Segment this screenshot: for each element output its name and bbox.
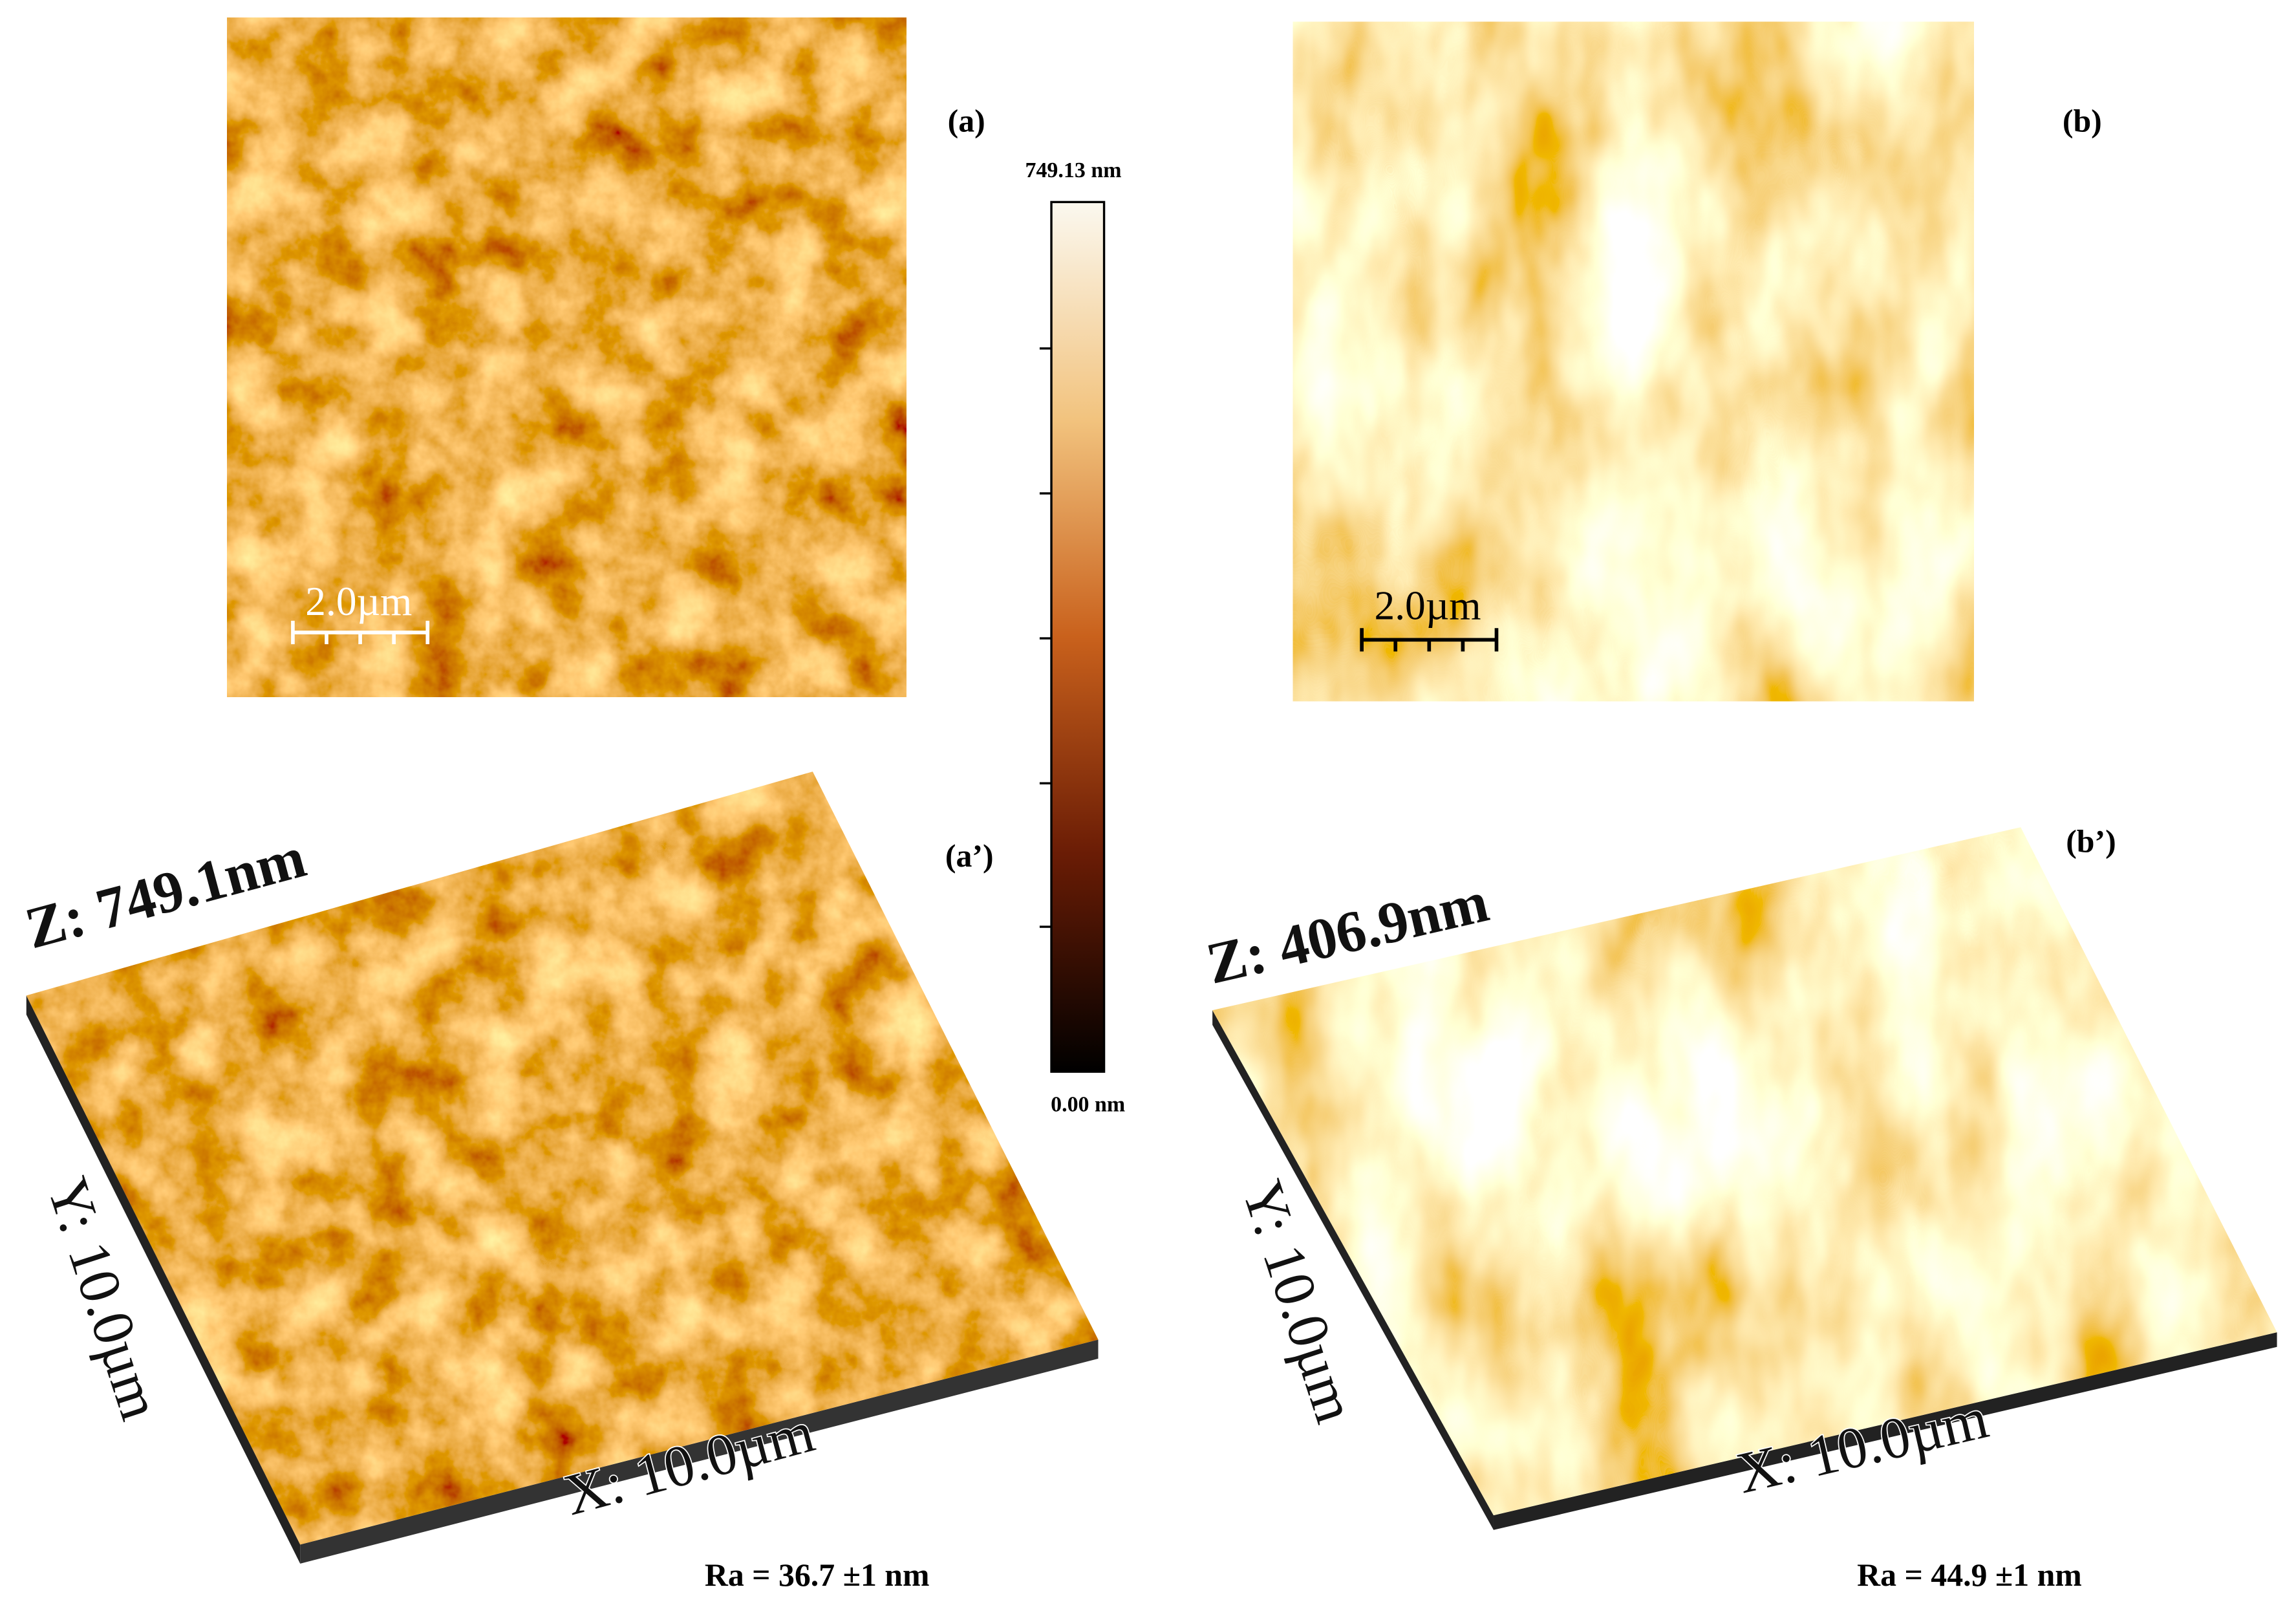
- scale-bar-label: 2.0µm: [305, 579, 412, 624]
- panel-label: (b’): [2066, 824, 2116, 859]
- scale-bar-label: 2.0µm: [1375, 583, 1481, 629]
- color-bar-ticks: [1039, 347, 1052, 928]
- panel-label: (b): [2063, 103, 2102, 139]
- roughness: Ra = 36.7 ±1 nm: [705, 1557, 930, 1593]
- surface-edge: [1493, 1332, 2277, 1530]
- color-bar: [1050, 200, 1106, 1073]
- scale-bar: [291, 620, 430, 645]
- surface-edge: [26, 995, 301, 1564]
- scale-bar: [1360, 628, 1499, 652]
- panel-label: (a): [948, 103, 985, 139]
- panel-label: (a’): [945, 838, 994, 874]
- color-scale-min: 0.00 nm: [1051, 1092, 1125, 1116]
- afm-image: [1293, 21, 1974, 702]
- afm-image: [227, 17, 907, 697]
- surface-edge: [1212, 1010, 1494, 1530]
- surface-edge: [300, 1339, 1099, 1564]
- color-scale-max: 749.13 nm: [1025, 158, 1121, 182]
- roughness: Ra = 44.9 ±1 nm: [1857, 1557, 2082, 1593]
